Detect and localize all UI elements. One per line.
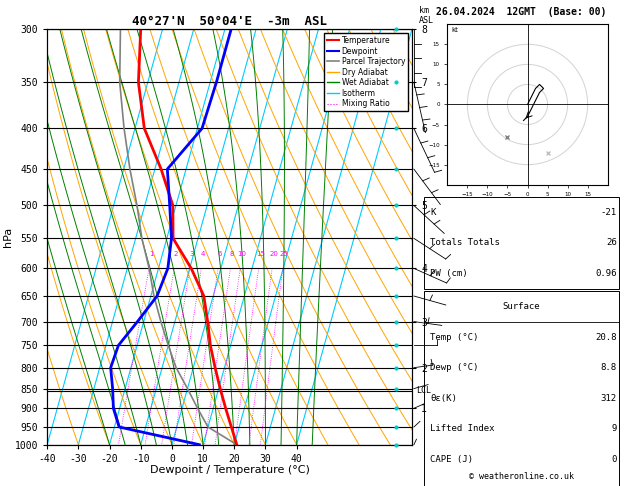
Text: Temp (°C): Temp (°C) (430, 332, 479, 342)
Text: km
ASL: km ASL (420, 6, 434, 25)
Text: 6: 6 (218, 251, 222, 257)
Text: Lifted Index: Lifted Index (430, 424, 495, 434)
Text: 312: 312 (601, 394, 616, 403)
Text: 0.96: 0.96 (595, 269, 616, 278)
Text: 26.04.2024  12GMT  (Base: 00): 26.04.2024 12GMT (Base: 00) (437, 7, 606, 17)
Title: 40°27'N  50°04'E  -3m  ASL: 40°27'N 50°04'E -3m ASL (132, 15, 327, 28)
Text: K: K (430, 208, 436, 217)
Text: 15: 15 (256, 251, 265, 257)
Text: Surface: Surface (503, 302, 540, 311)
Text: -21: -21 (601, 208, 616, 217)
Text: 4: 4 (201, 251, 206, 257)
Bar (424, 197, 619, 289)
Text: Dewp (°C): Dewp (°C) (430, 363, 479, 372)
Text: 1: 1 (149, 251, 153, 257)
Text: 9: 9 (611, 424, 616, 434)
X-axis label: Dewpoint / Temperature (°C): Dewpoint / Temperature (°C) (150, 465, 309, 475)
Text: 3: 3 (189, 251, 194, 257)
Text: 20.8: 20.8 (595, 332, 616, 342)
Text: 8: 8 (230, 251, 235, 257)
Bar (424, 291, 619, 486)
Text: 0: 0 (611, 455, 616, 464)
Y-axis label: hPa: hPa (3, 227, 13, 247)
Text: CAPE (J): CAPE (J) (430, 455, 473, 464)
Text: Totals Totals: Totals Totals (430, 238, 500, 247)
Legend: Temperature, Dewpoint, Parcel Trajectory, Dry Adiabat, Wet Adiabat, Isotherm, Mi: Temperature, Dewpoint, Parcel Trajectory… (324, 33, 408, 111)
Text: PW (cm): PW (cm) (430, 269, 468, 278)
Text: 8.8: 8.8 (601, 363, 616, 372)
Text: LCL: LCL (416, 386, 431, 395)
Text: 20: 20 (269, 251, 278, 257)
Text: 26: 26 (606, 238, 616, 247)
Text: 10: 10 (238, 251, 247, 257)
Text: 2: 2 (174, 251, 179, 257)
Text: © weatheronline.co.uk: © weatheronline.co.uk (469, 472, 574, 481)
Text: 25: 25 (280, 251, 289, 257)
Text: kt: kt (452, 27, 458, 34)
Text: θε(K): θε(K) (430, 394, 457, 403)
